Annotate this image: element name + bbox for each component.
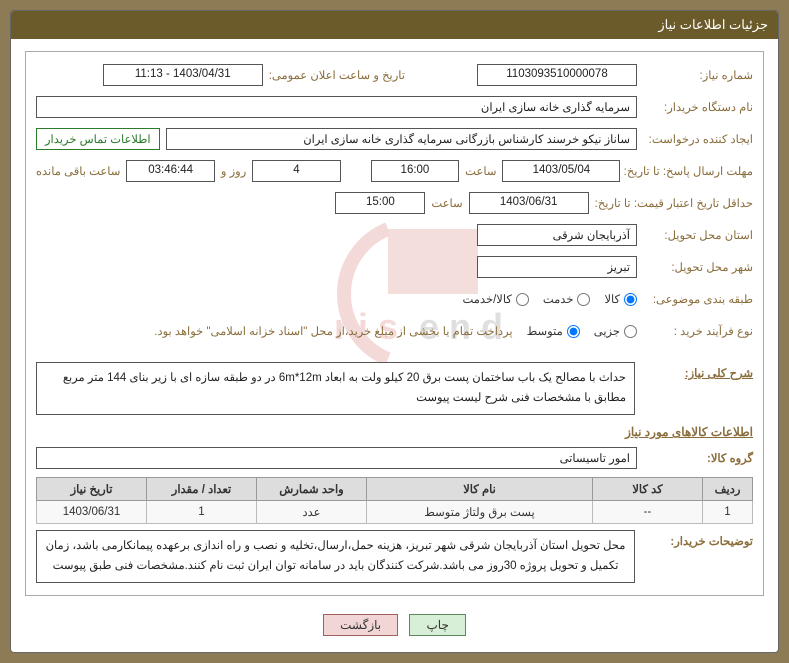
city-value: تبریز xyxy=(477,256,637,278)
class-radio-goods-label: کالا xyxy=(604,292,620,306)
td-unit: عدد xyxy=(257,501,367,524)
requester-label: ایجاد کننده درخواست: xyxy=(643,132,753,146)
countdown-value: 03:46:44 xyxy=(126,160,214,182)
announce-label: تاریخ و ساعت اعلان عمومی: xyxy=(269,68,405,82)
buyer-org-value: سرمایه گذاری خانه سازی ایران xyxy=(36,96,637,118)
class-radio-service[interactable]: خدمت xyxy=(543,292,591,306)
table-row: 1 -- پست برق ولتاژ متوسط عدد 1 1403/06/3… xyxy=(37,501,753,524)
goods-section-title: اطلاعات کالاهای مورد نیاز xyxy=(36,425,753,439)
validity-date: 1403/06/31 xyxy=(469,192,589,214)
class-radio-both-label: کالا/خدمت xyxy=(463,292,512,306)
panel-title: جزئیات اطلاعات نیاز xyxy=(11,11,778,39)
print-button[interactable]: چاپ xyxy=(409,614,465,636)
th-name: نام کالا xyxy=(367,478,593,501)
class-radio-service-label: خدمت xyxy=(543,292,574,306)
goods-group-label: گروه کالا: xyxy=(643,451,753,465)
buyer-notes-label: توضیحات خریدار: xyxy=(643,530,753,548)
button-row: چاپ بازگشت xyxy=(25,604,764,640)
th-date: تاریخ نیاز xyxy=(37,478,147,501)
td-name: پست برق ولتاژ متوسط xyxy=(367,501,593,524)
main-fields-block: شماره نیاز: 1103093510000078 تاریخ و ساع… xyxy=(25,51,764,596)
purchase-radio-group: جزیی متوسط xyxy=(527,324,637,338)
th-row: ردیف xyxy=(703,478,753,501)
time-label-1: ساعت xyxy=(465,164,496,178)
province-label: استان محل تحویل: xyxy=(643,228,753,242)
purchase-type-label: نوع فرآیند خرید : xyxy=(643,324,753,338)
buyer-org-label: نام دستگاه خریدار: xyxy=(643,100,753,114)
class-radio-goods[interactable]: کالا xyxy=(604,292,637,306)
validity-label: حداقل تاریخ اعتبار قیمت: تا تاریخ: xyxy=(595,196,753,210)
class-radio-group: کالا خدمت کالا/خدمت xyxy=(463,292,638,306)
time-label-2: ساعت xyxy=(431,196,462,210)
goods-group-value: امور تاسیساتی xyxy=(36,447,637,469)
province-value: آذربایجان شرقی xyxy=(477,224,637,246)
purchase-radio-minor-label: جزیی xyxy=(594,324,620,338)
deadline-send-date: 1403/05/04 xyxy=(502,160,620,182)
td-row: 1 xyxy=(703,501,753,524)
th-qty: تعداد / مقدار xyxy=(147,478,257,501)
need-no-value: 1103093510000078 xyxy=(477,64,637,86)
purchase-radio-medium[interactable]: متوسط xyxy=(527,324,580,338)
class-radio-both-input[interactable] xyxy=(516,293,529,306)
purchase-radio-medium-input[interactable] xyxy=(567,325,580,338)
need-no-label: شماره نیاز: xyxy=(643,68,753,82)
th-unit: واحد شمارش xyxy=(257,478,367,501)
td-code: -- xyxy=(593,501,703,524)
details-panel: جزئیات اطلاعات نیاز r i s e n d شماره نی… xyxy=(10,10,779,653)
remaining-label: ساعت باقی مانده xyxy=(36,164,120,178)
back-button[interactable]: بازگشت xyxy=(323,614,398,636)
contact-link[interactable]: اطلاعات تماس خریدار xyxy=(36,128,160,150)
class-radio-service-input[interactable] xyxy=(577,293,590,306)
class-label: طبقه بندی موضوعی: xyxy=(643,292,753,306)
goods-table: ردیف کد کالا نام کالا واحد شمارش تعداد /… xyxy=(36,477,753,524)
deadline-send-time: 16:00 xyxy=(371,160,459,182)
class-radio-both[interactable]: کالا/خدمت xyxy=(463,292,529,306)
validity-time: 15:00 xyxy=(335,192,425,214)
announce-value: 1403/04/31 - 11:13 xyxy=(103,64,263,86)
buyer-notes-text: محل تحویل استان آذربایجان شرقی شهر تبریز… xyxy=(36,530,635,583)
class-radio-goods-input[interactable] xyxy=(624,293,637,306)
purchase-note: پرداخت تمام یا بخشی از مبلغ خرید،از محل … xyxy=(154,324,512,338)
deadline-send-label: مهلت ارسال پاسخ: تا تاریخ: xyxy=(626,164,753,178)
city-label: شهر محل تحویل: xyxy=(643,260,753,274)
purchase-radio-minor-input[interactable] xyxy=(624,325,637,338)
purchase-radio-minor[interactable]: جزیی xyxy=(594,324,637,338)
requester-value: ساناز نیکو خرسند کارشناس بازرگانی سرمایه… xyxy=(166,128,637,150)
overview-text: حداث با مصالح یک باب ساختمان پست برق 20 … xyxy=(36,362,635,415)
th-code: کد کالا xyxy=(593,478,703,501)
overview-label: شرح کلی نیاز: xyxy=(643,362,753,380)
days-and-label: روز و xyxy=(221,164,246,178)
days-value: 4 xyxy=(252,160,340,182)
purchase-radio-medium-label: متوسط xyxy=(527,324,563,338)
td-qty: 1 xyxy=(147,501,257,524)
td-date: 1403/06/31 xyxy=(37,501,147,524)
